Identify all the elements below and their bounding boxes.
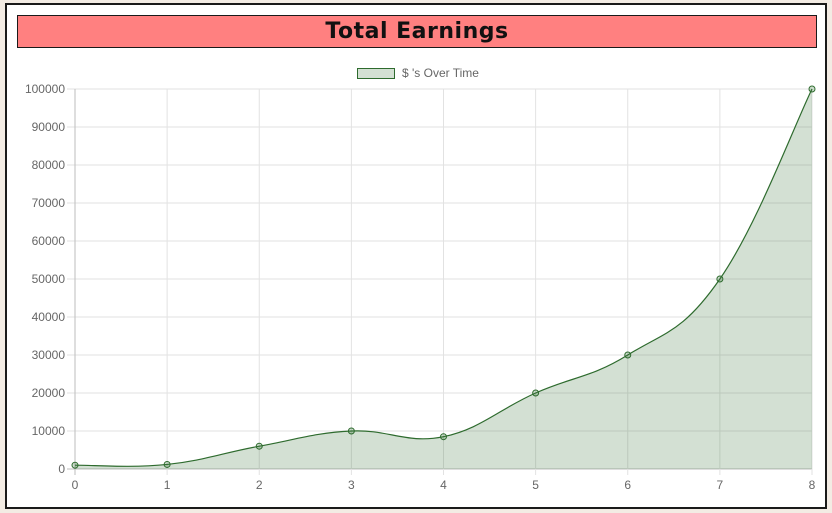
y-tick-label: 30000 bbox=[32, 348, 66, 362]
data-point[interactable] bbox=[440, 433, 447, 441]
x-tick-label: 7 bbox=[717, 478, 724, 492]
x-tick-label: 4 bbox=[440, 478, 447, 492]
y-axis: 0 10000 20000 30000 40000 50000 60000 70000 8000… bbox=[25, 82, 65, 476]
area-fill bbox=[75, 89, 812, 469]
y-tick-label: 100000 bbox=[25, 82, 65, 96]
data-point[interactable] bbox=[532, 389, 540, 397]
legend-swatch[interactable] bbox=[357, 67, 395, 79]
y-tick-label: 40000 bbox=[32, 310, 66, 324]
title-banner: Total Earnings bbox=[17, 15, 817, 48]
data-point[interactable] bbox=[716, 275, 724, 283]
chart-frame: Total Earnings $ 's Over Time 0 10000 2000… bbox=[5, 3, 827, 509]
line-chart: 0 10000 20000 30000 40000 50000 60000 70000 8000… bbox=[25, 82, 816, 492]
x-axis: 0 1 2 3 4 5 6 7 8 bbox=[72, 478, 816, 492]
data-point[interactable] bbox=[808, 85, 816, 93]
y-tick-label: 50000 bbox=[32, 272, 66, 286]
y-tick-label: 0 bbox=[58, 462, 65, 476]
legend: $ 's Over Time bbox=[7, 66, 829, 80]
x-tick-label: 6 bbox=[624, 478, 631, 492]
y-tick-label: 70000 bbox=[32, 196, 66, 210]
data-point[interactable] bbox=[624, 351, 632, 359]
data-point[interactable] bbox=[71, 461, 79, 469]
legend-label: $ 's Over Time bbox=[402, 66, 479, 80]
y-tick-label: 80000 bbox=[32, 158, 66, 172]
y-tick-label: 10000 bbox=[32, 424, 66, 438]
data-point[interactable] bbox=[255, 442, 263, 450]
y-tick-label: 60000 bbox=[32, 234, 66, 248]
x-tick-label: 1 bbox=[164, 478, 171, 492]
data-points bbox=[71, 85, 816, 469]
x-tick-label: 0 bbox=[72, 478, 79, 492]
y-tick-label: 90000 bbox=[32, 120, 66, 134]
y-tick-label: 20000 bbox=[32, 386, 66, 400]
x-tick-label: 5 bbox=[532, 478, 539, 492]
grid bbox=[67, 88, 813, 475]
data-point[interactable] bbox=[347, 427, 355, 435]
x-tick-label: 2 bbox=[256, 478, 263, 492]
series-line bbox=[74, 88, 813, 467]
area-fill-group bbox=[74, 88, 813, 469]
x-tick-label: 3 bbox=[348, 478, 355, 492]
x-tick-label: 8 bbox=[809, 478, 816, 492]
chart-title: Total Earnings bbox=[325, 19, 509, 44]
data-point[interactable] bbox=[163, 460, 171, 468]
